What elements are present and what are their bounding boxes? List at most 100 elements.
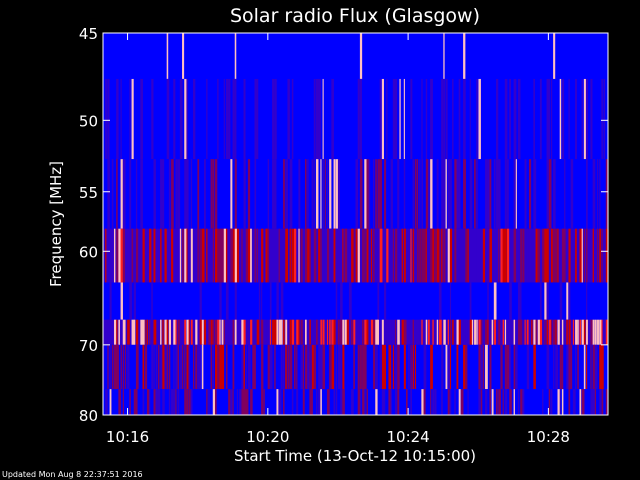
spectral-stripe	[526, 344, 530, 390]
spectral-stripe	[555, 228, 559, 283]
spectral-stripe	[513, 228, 517, 283]
spectral-stripe	[324, 159, 326, 229]
spectral-stripe	[313, 344, 317, 390]
spectral-stripe	[324, 319, 327, 345]
spectral-stripe	[305, 319, 307, 345]
spectral-stripe	[164, 344, 167, 390]
spectral-stripe	[135, 228, 139, 283]
spectral-stripe	[113, 228, 116, 283]
spectral-stripe	[272, 159, 275, 229]
spectral-stripe	[348, 228, 352, 283]
spectral-stripe	[250, 319, 253, 345]
spectral-stripe	[364, 389, 366, 415]
spectral-stripe	[340, 319, 343, 345]
spectral-stripe	[221, 344, 225, 390]
spectral-stripe	[344, 228, 348, 283]
spectral-stripe	[452, 228, 454, 283]
spectral-stripe	[594, 389, 597, 415]
spectral-stripe	[274, 159, 277, 229]
spectral-stripe	[355, 228, 358, 283]
spectral-stripe	[274, 319, 277, 345]
spectral-stripe	[458, 78, 461, 160]
spectral-stripe	[252, 344, 255, 390]
spectral-stripe	[555, 319, 557, 345]
spectral-stripe	[575, 78, 577, 160]
spectral-stripe	[359, 344, 362, 390]
spectral-stripe	[570, 159, 574, 229]
spectral-stripe	[537, 319, 541, 345]
x-tick-label: 10:24	[386, 428, 429, 446]
spectral-stripe	[561, 344, 564, 390]
spectral-stripe	[118, 319, 120, 345]
spectral-stripe	[430, 389, 432, 415]
spectral-stripe	[269, 344, 273, 390]
spectral-stripe	[427, 319, 430, 345]
spectral-stripe	[507, 159, 509, 229]
spectral-stripe	[467, 228, 469, 283]
spectral-stripe	[449, 282, 452, 320]
spectral-stripe	[447, 319, 449, 345]
x-axis-label: Start Time (13-Oct-12 10:15:00)	[234, 447, 476, 465]
spectral-stripe	[586, 319, 588, 345]
spectral-stripe	[261, 282, 263, 320]
spectral-stripe	[575, 228, 577, 283]
spectral-stripe	[175, 319, 177, 345]
spectral-stripe	[342, 319, 345, 345]
spectral-stripe	[160, 344, 163, 390]
spectral-stripe	[410, 389, 412, 415]
spectral-stripe	[283, 159, 285, 229]
spectral-stripe	[597, 319, 599, 345]
spectral-stripe	[421, 159, 424, 229]
spectral-stripe	[146, 319, 149, 345]
spectral-stripe	[337, 159, 340, 229]
spectral-stripe	[553, 228, 556, 283]
spectral-stripe	[331, 344, 335, 390]
spectral-stripe	[375, 344, 378, 390]
spectral-stripe	[199, 282, 202, 320]
spectral-stripe	[131, 228, 134, 283]
spectral-stripe	[267, 159, 270, 229]
spectral-stripe	[581, 228, 583, 283]
spectral-stripe	[133, 389, 137, 415]
spectral-stripe	[469, 159, 473, 229]
spectral-stripe	[388, 389, 391, 415]
spectral-stripe	[179, 78, 183, 160]
spectral-stripe	[173, 78, 176, 160]
spectral-stripe	[487, 282, 489, 320]
frequency-band	[103, 344, 608, 390]
spectral-stripe	[498, 159, 501, 229]
spectral-stripe	[274, 78, 277, 160]
spectral-stripe	[570, 344, 573, 390]
spectral-stripe	[395, 344, 398, 390]
spectral-stripe	[594, 319, 597, 345]
spectral-stripe	[526, 319, 529, 345]
spectral-stripe	[142, 344, 145, 390]
spectral-stripe	[528, 159, 532, 229]
spectral-stripe	[590, 389, 594, 415]
spectral-stripe	[368, 159, 371, 229]
spectral-stripe	[381, 344, 385, 390]
spectral-stripe	[456, 159, 459, 229]
spectral-stripe	[517, 282, 521, 320]
spectral-stripe	[236, 389, 239, 415]
spectral-stripe	[515, 344, 518, 390]
spectral-stripe	[175, 389, 177, 415]
spectral-stripe	[423, 344, 427, 390]
spectral-stripe	[520, 282, 522, 320]
spectral-stripe	[190, 319, 193, 345]
spectral-stripe	[315, 319, 318, 345]
spectral-stripe	[302, 389, 305, 415]
spectral-stripe	[285, 228, 288, 283]
spectral-stripe	[392, 78, 396, 160]
spectral-stripe	[601, 389, 604, 415]
spectral-stripe	[384, 389, 386, 415]
spectral-stripe	[432, 319, 434, 345]
spectral-stripe	[568, 228, 571, 283]
spectral-stripe	[120, 282, 123, 320]
frequency-band	[103, 282, 608, 320]
spectral-stripe	[232, 228, 236, 283]
spectral-stripe	[318, 228, 321, 283]
spectral-stripe	[381, 389, 385, 415]
spectral-stripe	[129, 228, 133, 283]
spectral-stripe	[197, 344, 200, 390]
